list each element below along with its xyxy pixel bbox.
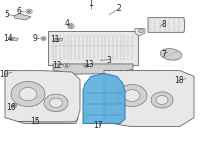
Circle shape	[85, 65, 87, 66]
Polygon shape	[14, 14, 31, 20]
Polygon shape	[148, 18, 185, 32]
Circle shape	[28, 10, 30, 12]
Circle shape	[65, 64, 68, 66]
Polygon shape	[53, 64, 133, 74]
Circle shape	[124, 90, 140, 101]
Text: 4: 4	[65, 19, 69, 28]
Polygon shape	[5, 71, 80, 123]
Circle shape	[83, 64, 89, 67]
Text: 6: 6	[17, 6, 21, 16]
Circle shape	[12, 104, 17, 107]
Circle shape	[139, 29, 143, 33]
Circle shape	[55, 39, 59, 41]
Text: 3: 3	[107, 56, 111, 65]
Circle shape	[41, 37, 46, 40]
Circle shape	[156, 96, 168, 104]
Circle shape	[11, 82, 45, 107]
Circle shape	[42, 38, 45, 39]
Text: 14: 14	[3, 34, 12, 43]
Circle shape	[50, 98, 62, 108]
Text: 11: 11	[50, 35, 60, 44]
Circle shape	[151, 92, 173, 108]
Text: 10: 10	[0, 70, 9, 79]
Circle shape	[10, 37, 13, 40]
Polygon shape	[135, 29, 145, 36]
Text: 16: 16	[6, 103, 16, 112]
Ellipse shape	[160, 49, 182, 60]
Circle shape	[117, 85, 147, 107]
Text: 9: 9	[33, 34, 37, 43]
Circle shape	[64, 63, 70, 68]
Polygon shape	[83, 74, 125, 123]
Polygon shape	[18, 118, 79, 123]
Circle shape	[68, 24, 74, 29]
Text: 8: 8	[162, 20, 166, 29]
Circle shape	[19, 87, 37, 101]
Text: 18: 18	[174, 76, 184, 85]
Circle shape	[13, 105, 16, 106]
Circle shape	[70, 25, 72, 27]
Text: 5: 5	[5, 10, 9, 19]
Text: 13: 13	[84, 60, 94, 70]
Polygon shape	[54, 38, 62, 41]
Text: 17: 17	[93, 121, 103, 130]
Polygon shape	[104, 71, 194, 126]
Circle shape	[26, 9, 32, 14]
FancyBboxPatch shape	[48, 31, 138, 65]
Circle shape	[44, 94, 68, 112]
Text: 15: 15	[30, 117, 40, 126]
Polygon shape	[10, 37, 18, 41]
Text: 7: 7	[162, 50, 166, 59]
Text: 12: 12	[52, 61, 62, 70]
Text: 1: 1	[89, 0, 93, 8]
Text: 2: 2	[117, 4, 121, 13]
